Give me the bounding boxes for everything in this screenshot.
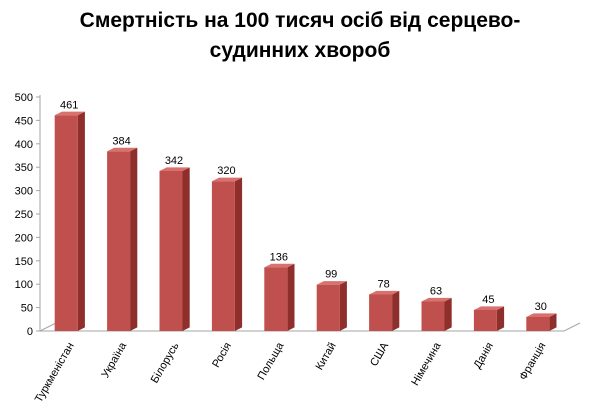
bar-side	[234, 177, 243, 331]
y-tick-label: 250	[15, 209, 33, 221]
bar-side	[549, 313, 557, 331]
category-label: Білорусь	[149, 340, 182, 385]
category-label: США	[368, 340, 391, 369]
data-label: 99	[325, 269, 337, 281]
data-label: 45	[482, 294, 494, 306]
chart-title-line-2: судинних хвороб	[209, 39, 391, 62]
x-axis-depth	[39, 322, 57, 332]
y-tick-label: 350	[15, 162, 33, 174]
category-label: Франція	[517, 340, 548, 382]
category-label: Данія	[472, 340, 496, 370]
bar-top	[264, 263, 295, 268]
bar-top	[421, 297, 452, 302]
bar-side	[77, 111, 85, 331]
bar	[211, 181, 235, 331]
bar	[421, 301, 445, 331]
bar-side	[339, 281, 347, 331]
bar-top	[316, 281, 347, 285]
y-tick-label: 0	[27, 326, 33, 338]
bar	[264, 267, 288, 331]
category-label: Туркменістан	[33, 341, 77, 405]
bar	[107, 151, 131, 331]
chart-title-line-1: Смертність на 100 тисяч осіб від серцево…	[79, 9, 521, 32]
bar	[369, 294, 393, 331]
category-label: Німечина	[409, 340, 444, 388]
bar-top	[211, 177, 243, 182]
bar-side	[287, 263, 295, 331]
data-label: 320	[217, 165, 235, 177]
chart-title: Смертність на 100 тисяч осіб від серцево…	[0, 6, 600, 66]
bar	[54, 115, 78, 331]
data-label: 30	[535, 301, 547, 313]
y-tick-label: 50	[21, 303, 33, 315]
data-label: 78	[377, 278, 389, 290]
bar	[316, 284, 340, 331]
bar-top	[526, 313, 557, 317]
data-label: 384	[112, 135, 130, 147]
bar-side	[130, 147, 138, 331]
bar	[526, 316, 550, 331]
bar-top	[54, 111, 85, 116]
category-label: Україна	[99, 340, 129, 380]
y-tick-label: 500	[15, 92, 33, 104]
bar	[473, 309, 497, 331]
category-label: Китай	[314, 341, 339, 373]
y-tick-label: 100	[15, 279, 33, 291]
bar-top	[473, 306, 505, 310]
y-tick-label: 150	[15, 256, 33, 268]
y-tick-label: 200	[15, 232, 33, 244]
bar-top	[369, 290, 400, 295]
category-label: Польща	[255, 340, 286, 382]
bar-side	[182, 167, 190, 331]
data-label: 342	[165, 155, 183, 167]
bar-side	[444, 297, 452, 331]
y-tick-label: 450	[15, 115, 33, 127]
y-tick-label: 300	[15, 186, 33, 198]
data-label: 63	[430, 286, 442, 298]
category-label: Росія	[210, 340, 234, 369]
bar-top	[107, 147, 138, 152]
data-label: 136	[270, 251, 288, 263]
data-label: 461	[60, 99, 78, 111]
bar-top	[159, 167, 190, 171]
bar-side	[392, 290, 400, 331]
bar	[159, 170, 183, 331]
y-tick-label: 400	[15, 139, 33, 151]
bar-side	[496, 306, 505, 331]
